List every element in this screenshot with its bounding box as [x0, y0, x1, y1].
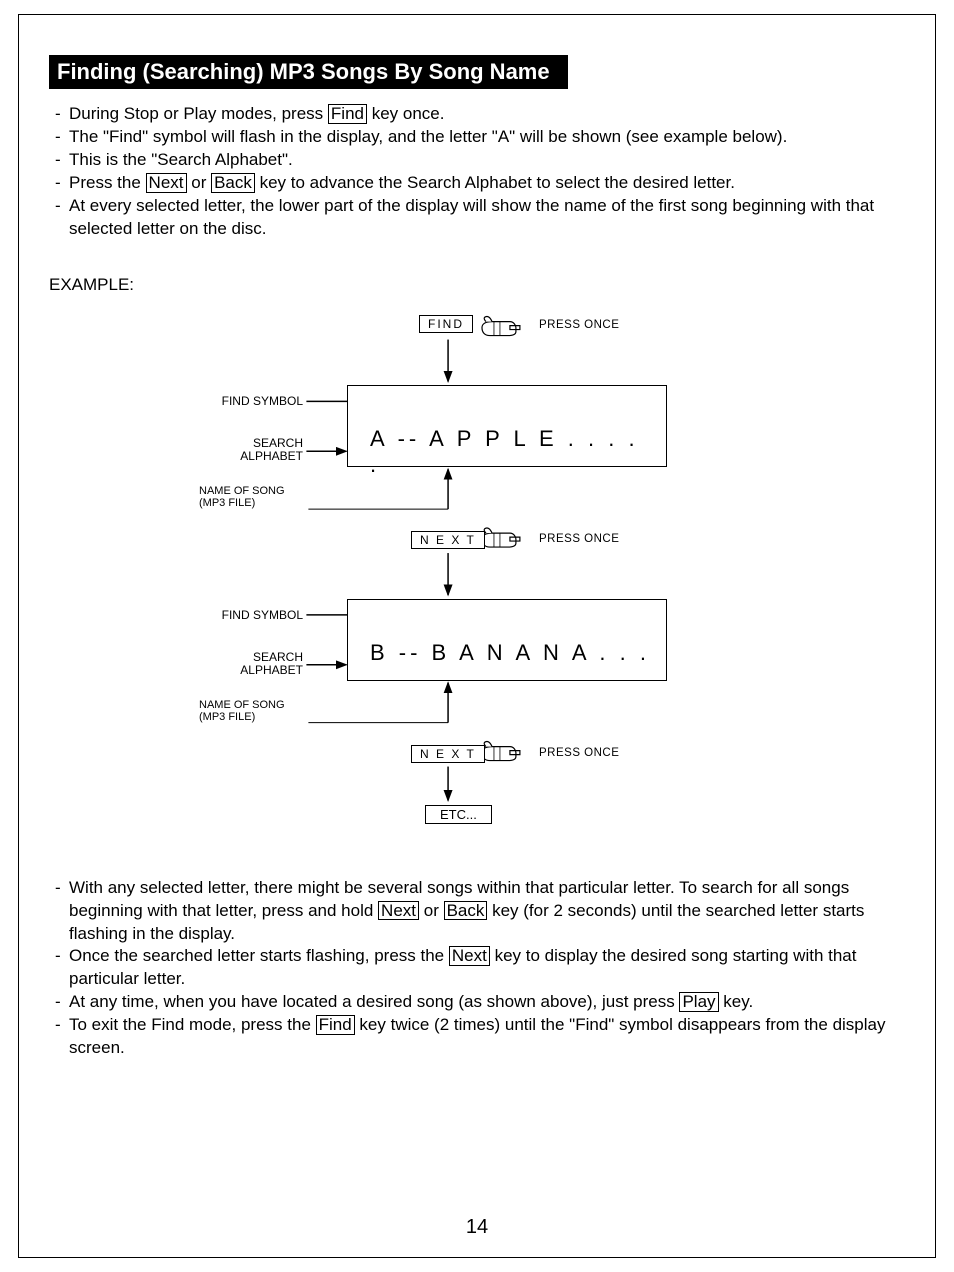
outro-1m: or — [419, 901, 444, 920]
example-diagram: FIND PRESS ONCE A -- A P P L E . . . . .… — [49, 309, 905, 849]
press-once-label-2: PRESS ONCE — [539, 533, 619, 545]
intro-list: - During Stop or Play modes, press Find … — [55, 103, 905, 241]
name-of-song-label-a: NAME OF SONG — [199, 485, 285, 497]
outro-3b: key. — [719, 992, 754, 1011]
intro-3: This is the "Search Alphabet". — [69, 149, 905, 172]
key-next-2: Next — [378, 901, 419, 921]
press-once-label-3: PRESS ONCE — [539, 747, 619, 759]
key-back: Back — [211, 173, 255, 193]
diagram-etc: ETC... — [425, 805, 492, 824]
page-number: 14 — [19, 1216, 935, 1239]
search-alphabet-label-2a: SEARCH — [253, 650, 303, 664]
key-next: Next — [146, 173, 187, 193]
intro-4a: Press the — [69, 173, 146, 192]
hand-icon — [482, 741, 520, 760]
display-row-a: A -- A P P L E . . . . . — [370, 426, 656, 478]
example-label: EXAMPLE: — [49, 275, 905, 295]
page-frame: Finding (Searching) MP3 Songs By Song Na… — [18, 14, 936, 1258]
key-find: Find — [328, 104, 367, 124]
hand-icon — [482, 528, 520, 547]
name-of-song-label-2a: NAME OF SONG — [199, 699, 285, 711]
outro-2a: Once the searched letter starts flashing… — [69, 946, 449, 965]
key-next-3: Next — [449, 946, 490, 966]
find-symbol-label: FIND SYMBOL — [209, 395, 303, 408]
key-back-2: Back — [444, 901, 488, 921]
display-row-b: B -- B A N A N A . . . — [370, 640, 656, 666]
diagram-next-button-2: N E X T — [411, 745, 485, 763]
name-of-song-label-b: (MP3 FILE) — [199, 497, 255, 509]
diagram-next-button-1: N E X T — [411, 531, 485, 549]
intro-5: At every selected letter, the lower part… — [69, 195, 905, 241]
key-find-2: Find — [316, 1015, 355, 1035]
outro-list: - With any selected letter, there might … — [55, 877, 905, 1061]
outro-3a: At any time, when you have located a des… — [69, 992, 679, 1011]
outro-4a: To exit the Find mode, press the — [69, 1015, 316, 1034]
search-alphabet-label-b: ALPHABET — [240, 449, 303, 463]
intro-2: The "Find" symbol will flash in the disp… — [69, 126, 905, 149]
intro-1a: During Stop or Play modes, press — [69, 104, 328, 123]
intro-4m: or — [187, 173, 212, 192]
search-alphabet-label-a: SEARCH — [253, 436, 303, 450]
search-alphabet-label-2b: ALPHABET — [240, 663, 303, 677]
name-of-song-label-2b: (MP3 FILE) — [199, 711, 255, 723]
hand-icon — [482, 316, 520, 335]
key-play: Play — [679, 992, 718, 1012]
find-symbol-label-2: FIND SYMBOL — [209, 609, 303, 622]
press-once-label: PRESS ONCE — [539, 319, 619, 331]
intro-1b: key once. — [367, 104, 445, 123]
section-title: Finding (Searching) MP3 Songs By Song Na… — [49, 55, 568, 89]
diagram-find-button: FIND — [419, 315, 473, 333]
intro-4b: key to advance the Search Alphabet to se… — [255, 173, 735, 192]
